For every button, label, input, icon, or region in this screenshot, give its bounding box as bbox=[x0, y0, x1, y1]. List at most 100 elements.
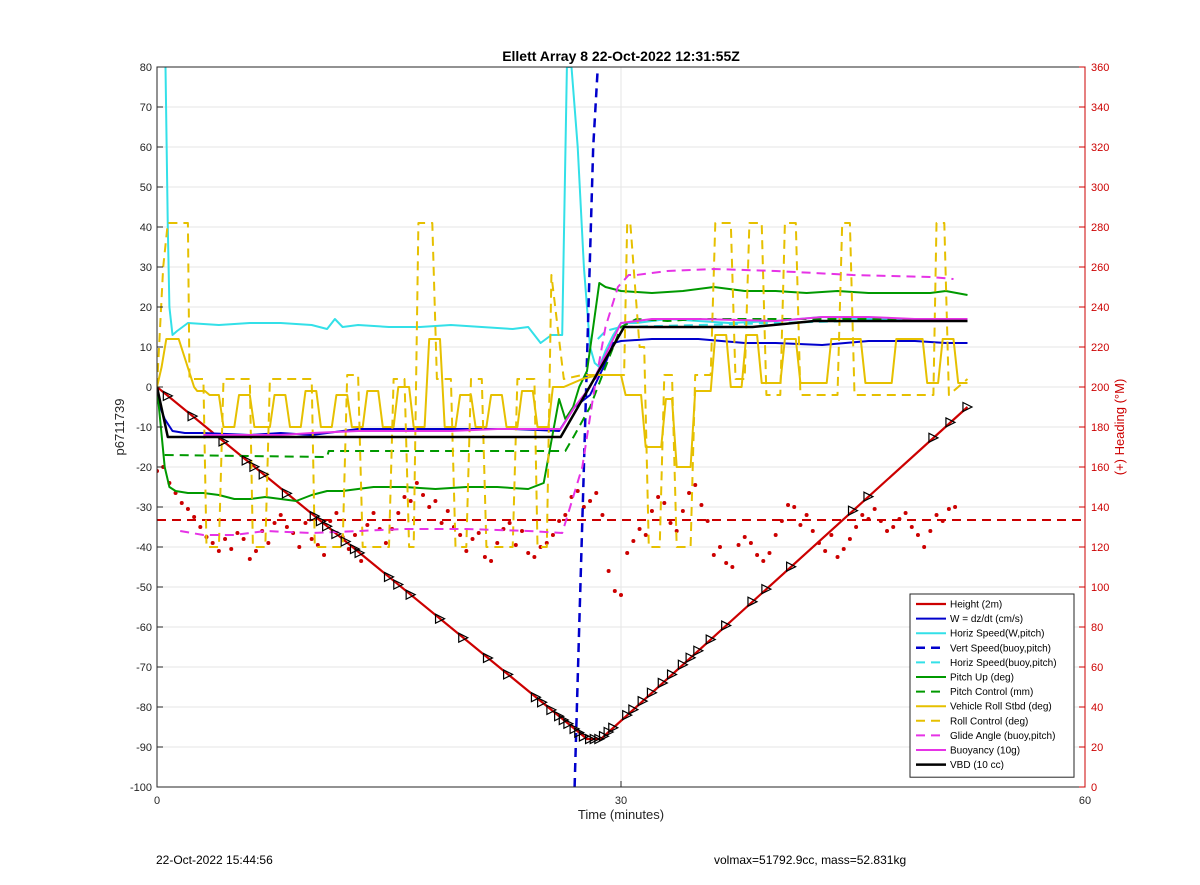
y2-tick-label: 60 bbox=[1091, 662, 1103, 674]
series-buoyancy-10g bbox=[203, 316, 968, 436]
height-marker bbox=[928, 432, 940, 444]
legend-entry-label: Vert Speed(buoy,pitch) bbox=[950, 643, 1051, 654]
heading-point bbox=[594, 491, 599, 495]
height-marker bbox=[666, 669, 678, 681]
height-marker bbox=[405, 589, 417, 601]
series-vehicle-roll-stbd-deg bbox=[157, 334, 968, 468]
heading-point bbox=[656, 495, 661, 499]
heading-point bbox=[693, 483, 698, 487]
series-glide-angle-buoy-pitch bbox=[180, 268, 954, 536]
series-layer bbox=[157, 67, 1085, 787]
legend-entry-label: Horiz Speed(W,pitch) bbox=[950, 629, 1044, 640]
heading-point bbox=[854, 525, 859, 529]
heading-point bbox=[179, 501, 184, 505]
heading-point bbox=[946, 507, 951, 511]
height-marker bbox=[502, 668, 514, 680]
heading-point bbox=[711, 553, 716, 557]
y-tick-label: 40 bbox=[140, 222, 152, 234]
heading-point bbox=[346, 547, 351, 551]
height-marker bbox=[258, 468, 270, 480]
heading-point bbox=[915, 533, 920, 537]
heading-point bbox=[482, 555, 487, 559]
heading-point bbox=[513, 543, 518, 547]
y-tick-label: 0 bbox=[146, 382, 152, 394]
heading-point bbox=[860, 513, 865, 517]
y2-tick-label: 0 bbox=[1091, 782, 1097, 794]
heading-point bbox=[829, 533, 834, 537]
y2-tick-label: 240 bbox=[1091, 302, 1109, 314]
heading-point bbox=[371, 511, 376, 515]
x-axis-label: Time (minutes) bbox=[578, 807, 664, 822]
height-marker bbox=[241, 454, 253, 466]
heading-point bbox=[717, 545, 722, 549]
heading-point bbox=[526, 551, 531, 555]
heading-point bbox=[761, 559, 766, 563]
heading-point bbox=[724, 561, 729, 565]
legend: Height (2m) W = dz/dt (cm/s) Horiz Speed(W… bbox=[909, 593, 1075, 778]
height-marker bbox=[546, 704, 558, 716]
height-marker bbox=[786, 561, 797, 573]
heading-point bbox=[649, 509, 654, 513]
series-roll-control-deg bbox=[157, 222, 969, 548]
heading-point bbox=[872, 507, 877, 511]
heading-point bbox=[953, 505, 958, 509]
heading-point bbox=[223, 537, 228, 541]
y2-tick-label: 340 bbox=[1091, 102, 1109, 114]
legend-entry-label: Height (2m) bbox=[950, 600, 1002, 611]
y-tick-label: 10 bbox=[140, 342, 152, 354]
heading-point bbox=[210, 541, 215, 545]
legend-entry-label: Buoyancy (10g) bbox=[950, 746, 1020, 757]
heading-point bbox=[897, 517, 902, 521]
y2-tick-label: 360 bbox=[1091, 62, 1109, 74]
series-pitch-up-deg bbox=[157, 282, 968, 502]
y-axis-label: p6711739 bbox=[112, 399, 127, 456]
height-marker bbox=[537, 696, 548, 708]
heading-point bbox=[934, 513, 939, 517]
heading-point bbox=[272, 521, 277, 525]
height-marker bbox=[847, 505, 859, 517]
height-marker bbox=[331, 528, 343, 540]
heading-point bbox=[247, 557, 252, 561]
height-marker bbox=[637, 695, 649, 707]
heading-point bbox=[581, 505, 586, 509]
height-marker bbox=[162, 390, 174, 402]
y2-tick-label: 160 bbox=[1091, 462, 1109, 474]
heading-point bbox=[823, 549, 828, 553]
heading-point bbox=[625, 551, 630, 555]
height-marker bbox=[685, 652, 697, 664]
heading-point bbox=[699, 503, 704, 507]
height-marker bbox=[309, 510, 321, 522]
height-marker bbox=[747, 596, 759, 608]
heading-point bbox=[185, 507, 190, 511]
heading-point bbox=[730, 565, 735, 569]
y-tick-label: 70 bbox=[140, 102, 152, 114]
height-marker bbox=[693, 645, 705, 657]
height-marker bbox=[646, 687, 658, 699]
heading-point bbox=[792, 505, 797, 509]
heading-point bbox=[322, 553, 327, 557]
y2-tick-label: 80 bbox=[1091, 622, 1103, 634]
x-tick-label: 30 bbox=[615, 795, 627, 807]
height-marker bbox=[322, 520, 333, 532]
y-tick-label: -40 bbox=[136, 542, 152, 554]
height-marker bbox=[945, 416, 957, 428]
heading-point bbox=[773, 533, 778, 537]
heading-point bbox=[804, 513, 809, 517]
height-marker bbox=[721, 620, 733, 632]
heading-point bbox=[847, 537, 852, 541]
heading-point bbox=[297, 545, 302, 549]
heading-point bbox=[408, 499, 413, 503]
y-tick-label: -10 bbox=[136, 422, 152, 434]
heading-point bbox=[742, 535, 747, 539]
legend-entry-label: W = dz/dt (cm/s) bbox=[950, 614, 1023, 625]
heading-point bbox=[550, 533, 555, 537]
legend-entry-label: Glide Angle (buoy,pitch) bbox=[950, 731, 1055, 742]
y-tick-label: -80 bbox=[136, 702, 152, 714]
heading-point bbox=[885, 529, 890, 533]
height-marker bbox=[628, 704, 640, 716]
heading-point bbox=[328, 519, 333, 523]
heading-point bbox=[458, 533, 463, 537]
heading-point bbox=[309, 537, 314, 541]
y2-tick-label: 20 bbox=[1091, 742, 1103, 754]
